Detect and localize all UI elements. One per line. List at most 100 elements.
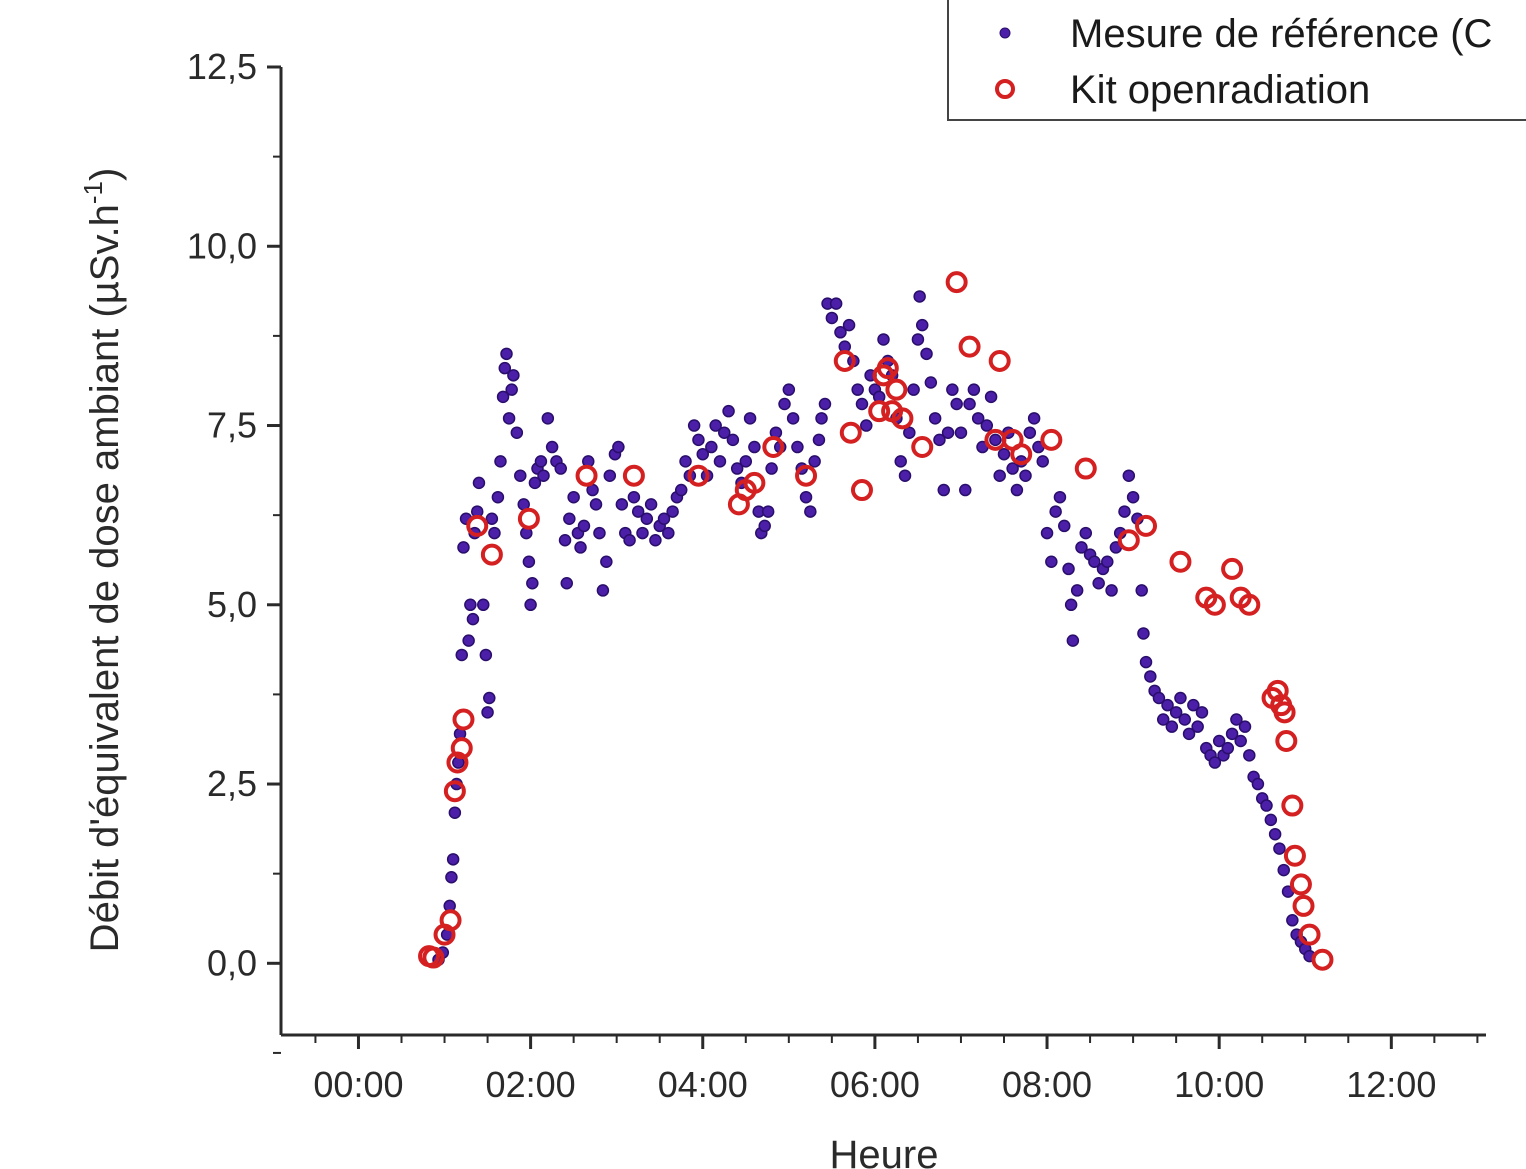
data-point-reference (1010, 483, 1024, 497)
data-point-reference (1225, 727, 1239, 741)
data-point-reference (1144, 670, 1157, 683)
data-point-reference (709, 419, 722, 432)
data-point-reference (1066, 634, 1080, 647)
data-point-reference (627, 490, 641, 504)
data-point-kit (833, 349, 856, 372)
data-point-reference (488, 526, 501, 540)
x-axis-ticks: 00:00 02:00 04:00 06:00 08:00 10:00 12:00 (313, 1035, 1479, 1105)
data-point-kit (1281, 794, 1304, 817)
data-point-kit (446, 751, 469, 774)
data-point-reference (877, 333, 890, 346)
data-point-reference (1135, 584, 1148, 597)
data-point-reference (1075, 541, 1088, 554)
data-point-reference (662, 526, 675, 540)
data-point-kit (988, 349, 1011, 372)
data-point-reference (657, 512, 671, 525)
data-point-kit (1117, 529, 1140, 552)
data-point-reference (472, 476, 486, 490)
data-point-reference (1286, 914, 1299, 927)
data-point-kit (839, 421, 862, 444)
data-point-reference (1178, 713, 1191, 726)
data-point-reference (1101, 555, 1114, 569)
data-point-reference (851, 383, 864, 396)
y-axis-title-close: ) (83, 168, 127, 181)
data-point-reference (761, 505, 775, 518)
data-point-reference (522, 555, 536, 569)
data-point-reference (739, 455, 753, 468)
data-point-kit (891, 407, 914, 430)
data-point-kit (517, 507, 540, 530)
data-point-reference (644, 498, 658, 511)
data-point-reference (563, 512, 576, 525)
data-point-kit (1298, 923, 1321, 946)
legend-label-reference: Mesure de référence (C (1070, 12, 1492, 56)
data-point-reference (1006, 462, 1019, 475)
data-point-reference (593, 526, 606, 540)
data-point-kit (1221, 557, 1244, 580)
data-point-reference (928, 412, 942, 425)
y-tick-label: 5,0 (207, 584, 257, 625)
data-point-kit (466, 514, 489, 537)
data-point-reference (537, 469, 550, 482)
data-point-reference (1169, 706, 1183, 719)
data-point-reference (705, 440, 718, 454)
data-point-kit (575, 464, 598, 487)
data-point-kit (876, 357, 899, 380)
data-point-reference (758, 519, 771, 533)
data-point-reference (502, 412, 516, 425)
data-point-reference (1053, 490, 1067, 504)
data-point-reference (1195, 706, 1209, 719)
data-point-reference (782, 383, 796, 396)
data-point-reference (718, 426, 731, 439)
data-point-reference (1079, 526, 1093, 540)
data-point-reference (640, 512, 654, 525)
data-point-reference (791, 440, 804, 454)
data-point-kit (868, 400, 891, 423)
data-point-reference (778, 397, 791, 411)
data-point-reference (524, 598, 537, 612)
data-point-reference (1126, 490, 1140, 504)
data-point-reference (1156, 713, 1170, 726)
data-point-reference (577, 519, 591, 533)
data-point-reference (1260, 799, 1273, 812)
y-tick-label: 0,0 (207, 942, 257, 983)
legend-box (947, 0, 1526, 121)
data-point-reference (1161, 698, 1174, 712)
data-point-reference (726, 433, 740, 447)
data-point-reference (505, 383, 518, 396)
data-point-kit (439, 909, 462, 932)
data-point-reference (834, 326, 847, 339)
data-point-kit (452, 708, 475, 731)
data-point-reference (713, 455, 727, 468)
data-point-reference (603, 469, 617, 482)
data-point-reference (1230, 713, 1243, 726)
data-point-reference (514, 469, 527, 482)
data-point-kit (687, 464, 710, 487)
data-point-reference (812, 433, 826, 447)
data-point-kit (1273, 701, 1296, 724)
data-point-reference (674, 483, 688, 497)
data-point-reference (1049, 505, 1062, 518)
data-point-kit (443, 780, 466, 803)
data-point-reference (722, 404, 735, 418)
data-point-kit (1040, 428, 1063, 451)
data-point-reference (612, 440, 625, 454)
data-point-reference (1070, 584, 1084, 597)
data-point-reference (1058, 519, 1071, 533)
data-point-reference (937, 483, 950, 497)
data-point-reference (510, 426, 524, 439)
data-point-reference (993, 469, 1006, 482)
data-point-reference (1027, 412, 1041, 425)
data-point-reference (765, 462, 778, 475)
data-point-reference (963, 397, 976, 411)
data-point-reference (915, 318, 929, 332)
data-point-kit (1203, 593, 1226, 616)
data-point-reference (491, 490, 505, 504)
data-point-reference (743, 412, 757, 425)
data-point-reference (1264, 813, 1278, 827)
data-point-kit (450, 737, 473, 760)
data-point-kit (795, 464, 818, 487)
data-point-kit (480, 543, 503, 566)
data-point-reference (567, 490, 580, 504)
data-point-reference (933, 433, 946, 447)
